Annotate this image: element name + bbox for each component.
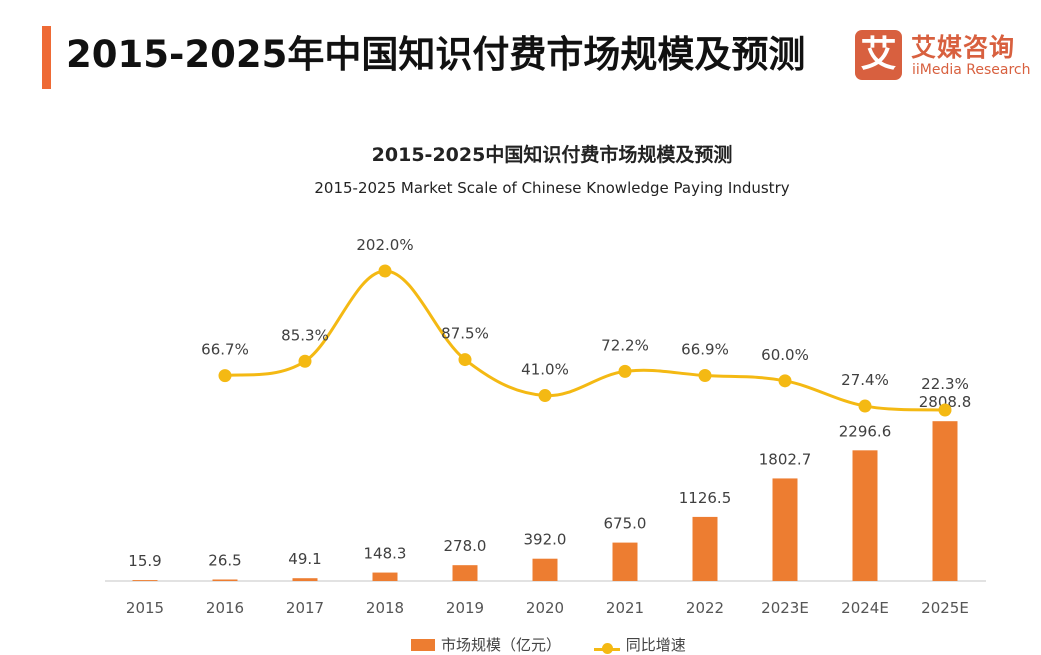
bar-2020	[532, 558, 558, 581]
bar-2022	[692, 516, 718, 581]
legend-line-swatch-icon	[593, 639, 620, 654]
growth-value-label: 41.0%	[521, 361, 569, 379]
bar-2019	[452, 565, 478, 581]
logo: 艾 艾媒咨询 iiMedia Research	[855, 30, 1031, 82]
bar-2025E	[932, 421, 958, 581]
growth-point-2021	[618, 364, 632, 378]
x-tick-label: 2019	[446, 599, 484, 617]
bar-value-label: 1126.5	[679, 489, 732, 507]
growth-value-label: 66.9%	[681, 341, 729, 359]
growth-point-2017	[298, 354, 312, 368]
bar-2021	[612, 542, 638, 581]
bar-value-label: 49.1	[288, 550, 321, 568]
growth-value-label: 87.5%	[441, 325, 489, 343]
bar-value-label: 26.5	[208, 551, 241, 569]
legend-label: 市场规模（亿元）	[441, 636, 562, 654]
growth-point-2024E	[858, 399, 872, 413]
bar-2017	[292, 578, 318, 581]
growth-value-label: 27.4%	[841, 371, 889, 389]
bar-2024E	[852, 450, 878, 581]
bar-value-label: 2808.8	[919, 393, 972, 411]
bar-value-label: 392.0	[524, 531, 567, 549]
growth-value-label: 85.3%	[281, 326, 329, 344]
legend-item-market-scale: 市场规模（亿元）	[411, 634, 561, 655]
growth-value-label: 60.0%	[761, 346, 809, 364]
growth-value-label: 22.3%	[921, 375, 969, 393]
logo-icon: 艾	[855, 30, 902, 80]
x-tick-label: 2023E	[761, 599, 809, 617]
bar-2015	[132, 580, 158, 581]
x-tick-label: 2024E	[841, 599, 889, 617]
growth-rate-line	[224, 269, 946, 412]
growth-value-label: 202.0%	[356, 236, 413, 254]
bar-value-label: 2296.6	[839, 422, 892, 440]
growth-point-2019	[458, 353, 472, 367]
x-tick-label: 2015	[126, 599, 164, 617]
x-tick-label: 2025E	[921, 599, 969, 617]
growth-point-2018	[378, 264, 392, 278]
x-tick-label: 2017	[286, 599, 324, 617]
legend-label: 同比增速	[625, 636, 686, 654]
bar-2016	[212, 579, 238, 581]
growth-point-2025E	[938, 403, 952, 417]
bar-value-label: 148.3	[364, 545, 407, 563]
logo-name-cn: 艾媒咨询	[911, 33, 1016, 62]
title-accent-bar	[42, 26, 51, 89]
x-tick-label: 2021	[606, 599, 644, 617]
x-tick-label: 2018	[366, 599, 404, 617]
growth-point-2016	[218, 369, 232, 383]
x-tick-label: 2020	[526, 599, 564, 617]
bar-value-label: 1802.7	[759, 450, 812, 468]
chart-title: 2015-2025中国知识付费市场规模及预测	[371, 144, 733, 166]
growth-value-label: 66.7%	[201, 341, 249, 359]
logo-name-en: iiMedia Research	[912, 62, 1031, 78]
bar-2018	[372, 572, 398, 581]
page-title: 2015-2025年中国知识付费市场规模及预测	[66, 33, 806, 76]
bar-value-label: 675.0	[604, 515, 647, 533]
bar-value-label: 15.9	[128, 552, 161, 570]
chart-subtitle: 2015-2025 Market Scale of Chinese Knowle…	[314, 179, 790, 197]
x-tick-label: 2016	[206, 599, 244, 617]
bar-2023E	[772, 478, 798, 581]
growth-point-2020	[538, 389, 552, 403]
bar-value-label: 278.0	[444, 537, 487, 555]
growth-value-label: 72.2%	[601, 336, 649, 354]
growth-point-2022	[698, 369, 712, 383]
x-tick-label: 2022	[686, 599, 724, 617]
legend-item-growth-rate: 同比增速	[593, 634, 686, 655]
chart-legend: 市场规模（亿元） 同比增速	[411, 634, 714, 655]
growth-point-2023E	[778, 374, 792, 388]
legend-bar-swatch-icon	[411, 638, 435, 651]
